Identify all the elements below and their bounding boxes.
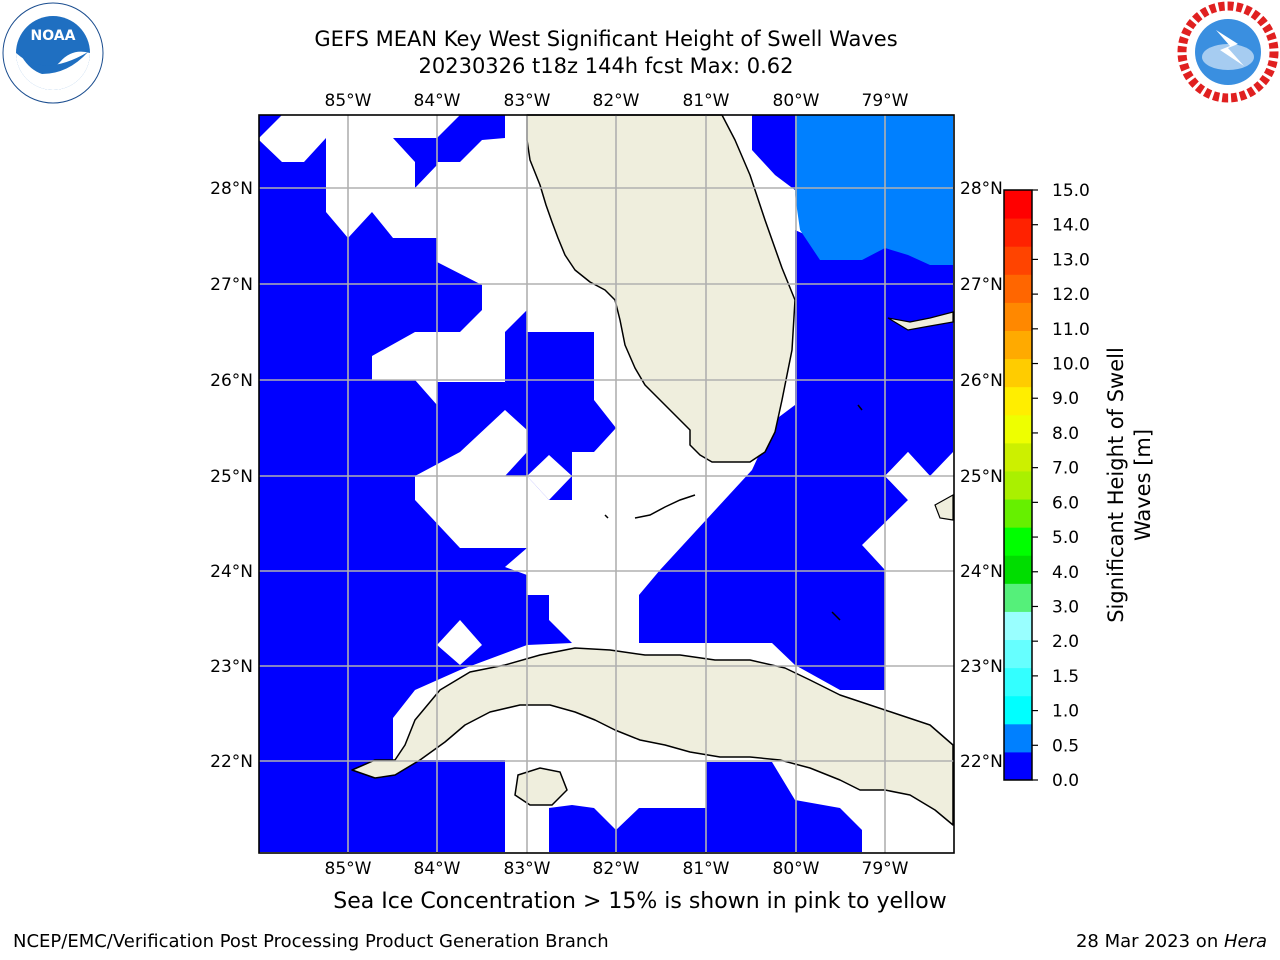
- colorbar-label-line-1: Significant Height of Swell: [1104, 347, 1128, 623]
- lat-label-right: 26°N: [960, 371, 1003, 391]
- colorbar-label-line-2: Waves [m]: [1131, 429, 1155, 541]
- colorbar-frame: [1003, 189, 1033, 781]
- lon-label-top: 79°W: [862, 91, 909, 111]
- colorbar-segment: [1004, 302, 1032, 331]
- lon-label-top: 81°W: [683, 91, 730, 111]
- lat-label-right: 27°N: [960, 275, 1003, 295]
- lon-label-top: 83°W: [504, 91, 551, 111]
- lat-label-right: 23°N: [960, 657, 1003, 677]
- colorbar-segment: [1004, 330, 1032, 360]
- bahamas-grand-bahama: [887, 311, 954, 331]
- lon-label-top: 85°W: [325, 91, 372, 111]
- date-text: 28 Mar 2023 on Hera: [1076, 931, 1267, 952]
- colorbar-tick-label: 9.0: [1052, 389, 1079, 409]
- colorbar-segment: [1004, 583, 1032, 612]
- lon-label-bottom: 82°W: [593, 859, 640, 879]
- swell-field-south: [549, 762, 862, 852]
- nws-logo: [1177, 1, 1279, 103]
- colorbar-segment: [1004, 470, 1032, 500]
- title-line-1: GEFS MEAN Key West Significant Height of…: [314, 27, 898, 51]
- colorbar-tick-label: 15.0: [1052, 181, 1090, 201]
- colorbar-segment: [1004, 246, 1032, 275]
- date-label: 28 Mar 2023 on: [1075, 931, 1224, 952]
- title-line-2: 20230326 t18z 144h fcst Max: 0.62: [418, 54, 794, 78]
- colorbar-segment: [1004, 358, 1032, 388]
- bahamas-andros: [934, 493, 954, 521]
- colorbar-segment: [1004, 667, 1032, 697]
- lon-label-bottom: 85°W: [325, 859, 372, 879]
- lon-label-bottom: 83°W: [504, 859, 551, 879]
- colorbar-tick-label: 1.5: [1052, 667, 1079, 687]
- colorbar-tick-label: 1.0: [1052, 702, 1079, 722]
- lon-label-bottom: 84°W: [414, 859, 461, 879]
- colorbar-tick-label: 7.0: [1052, 459, 1079, 479]
- lat-label-right: 25°N: [960, 467, 1003, 487]
- noaa-logo-text: NOAA: [31, 28, 76, 44]
- lon-label-top: 82°W: [593, 91, 640, 111]
- isle-of-youth: [514, 767, 568, 806]
- colorbar-tick-label: 14.0: [1052, 216, 1090, 236]
- colorbar-segment: [1004, 499, 1032, 528]
- colorbar-tick-label: 0.0: [1052, 771, 1079, 791]
- florida-keys: [634, 494, 696, 519]
- lat-label-left: 25°N: [210, 467, 253, 487]
- colorbar-tick-label: 10.0: [1052, 355, 1090, 375]
- lon-label-top: 84°W: [414, 91, 461, 111]
- credit-text: NCEP/EMC/Verification Post Processing Pr…: [13, 931, 609, 952]
- cuba-land: [351, 647, 954, 826]
- swell-field-patch-north: [393, 115, 505, 188]
- white-patch-2: [527, 455, 572, 500]
- lat-label-left: 27°N: [210, 275, 253, 295]
- colorbar-tick-label: 11.0: [1052, 320, 1090, 340]
- lat-label-left: 28°N: [210, 179, 253, 199]
- bimini: [857, 404, 863, 411]
- lat-label-left: 26°N: [210, 371, 253, 391]
- swell-field-northeast: [795, 115, 953, 265]
- lon-label-top: 80°W: [773, 91, 820, 111]
- swell-field-patch-mid: [505, 310, 616, 500]
- noaa-logo: NOAA: [2, 2, 104, 104]
- colorbar-segment: [1004, 639, 1032, 669]
- lat-label-right: 28°N: [960, 179, 1003, 199]
- colorbar-segment: [1004, 723, 1032, 753]
- colorbar-segment: [1004, 190, 1032, 219]
- colorbar-tick-label: 5.0: [1052, 528, 1079, 548]
- colorbar-tick-label: 4.0: [1052, 563, 1079, 583]
- colorbar-tick-label: 12.0: [1052, 285, 1090, 305]
- colorbar-segment: [1004, 274, 1032, 303]
- lat-label-left: 23°N: [210, 657, 253, 677]
- colorbar-segment: [1004, 218, 1032, 247]
- colorbar-tick-label: 8.0: [1052, 424, 1079, 444]
- colorbar-segment: [1004, 414, 1032, 444]
- colorbar-segment: [1004, 442, 1032, 472]
- footnote: Sea Ice Concentration > 15% is shown in …: [333, 889, 947, 914]
- colorbar-segment: [1004, 555, 1032, 584]
- date-host: Hera: [1223, 931, 1267, 952]
- colorbar-tick-label: 6.0: [1052, 493, 1079, 513]
- lat-label-left: 22°N: [210, 752, 253, 772]
- swell-field-west: [259, 115, 572, 852]
- lat-label-right: 22°N: [960, 752, 1003, 772]
- colorbar-tick-label: 0.5: [1052, 736, 1079, 756]
- colorbar-segment: [1004, 386, 1032, 416]
- dry-tortugas: [604, 514, 609, 519]
- cay-sal: [831, 611, 841, 621]
- colorbar-tick-label: 13.0: [1052, 250, 1090, 270]
- lat-label-left: 24°N: [210, 562, 253, 582]
- colorbar-segment: [1004, 611, 1032, 641]
- map-frame: [258, 114, 955, 854]
- lon-label-bottom: 81°W: [683, 859, 730, 879]
- lon-label-bottom: 79°W: [862, 859, 909, 879]
- colorbar-segment: [1004, 751, 1032, 781]
- lon-label-bottom: 80°W: [773, 859, 820, 879]
- lat-label-right: 24°N: [960, 562, 1003, 582]
- colorbar-tick-label: 2.0: [1052, 632, 1079, 652]
- colorbar-segment: [1004, 695, 1032, 725]
- colorbar-segment: [1004, 527, 1032, 556]
- colorbar-tick-label: 3.0: [1052, 597, 1079, 617]
- white-patch-1: [437, 620, 482, 665]
- florida-land: [526, 114, 796, 463]
